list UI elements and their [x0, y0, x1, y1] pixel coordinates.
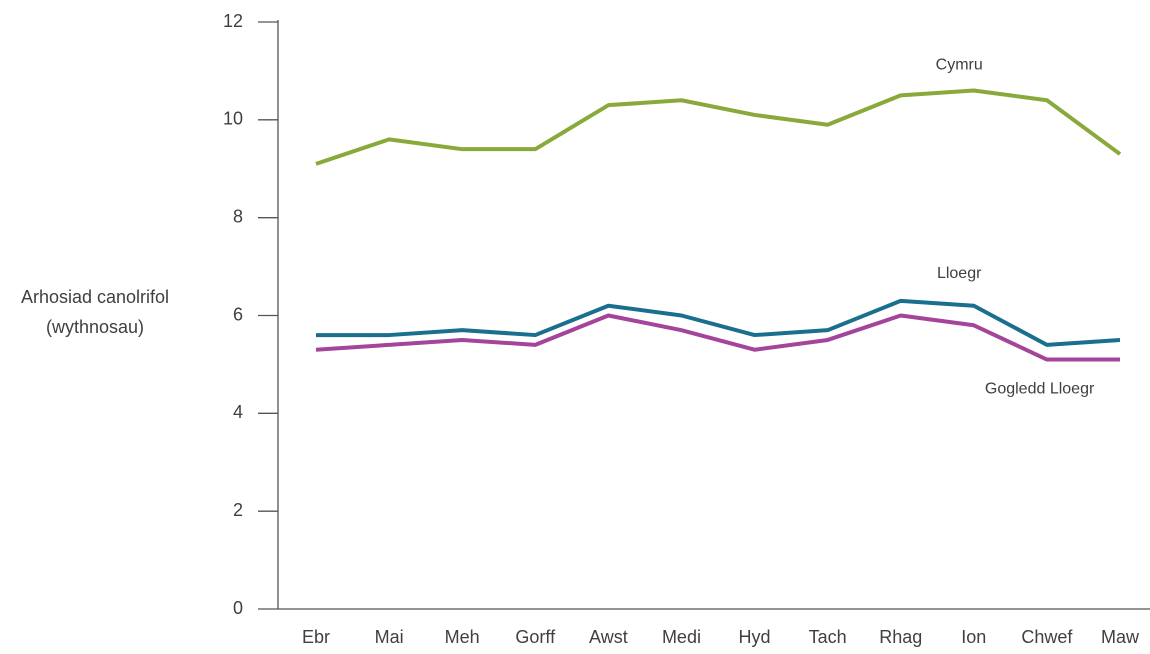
series-line: [315, 313, 1120, 362]
series-label: Lloegr: [937, 265, 982, 282]
y-axis-label: (wythnosau): [46, 317, 144, 337]
y-tick-label: 10: [223, 109, 243, 129]
x-tick-label: Ebr: [302, 627, 330, 647]
x-tick-label: Gorff: [515, 627, 556, 647]
y-axis-label: Arhosiad canolrifol: [21, 287, 169, 307]
x-tick-label: Awst: [589, 627, 628, 647]
x-tick-label: Mai: [375, 627, 404, 647]
y-tick-label: 4: [233, 402, 243, 422]
series-label: Cymru: [936, 57, 983, 74]
y-tick-label: 12: [223, 11, 243, 31]
y-tick-label: 6: [233, 304, 243, 324]
x-tick-label: Chwef: [1021, 627, 1073, 647]
x-tick-label: Ion: [961, 627, 986, 647]
y-tick-label: 8: [233, 206, 243, 226]
series-line: [316, 298, 1121, 347]
x-tick-label: Tach: [809, 627, 847, 647]
series-label: Gogledd Lloegr: [985, 380, 1095, 397]
y-tick-label: 0: [233, 598, 243, 618]
y-tick-label: 2: [233, 500, 243, 520]
x-tick-label: Meh: [445, 627, 480, 647]
series-line: [315, 88, 1122, 166]
x-tick-label: Hyd: [739, 627, 771, 647]
x-tick-label: Maw: [1101, 627, 1140, 647]
x-tick-label: Medi: [662, 627, 701, 647]
x-tick-label: Rhag: [879, 627, 922, 647]
